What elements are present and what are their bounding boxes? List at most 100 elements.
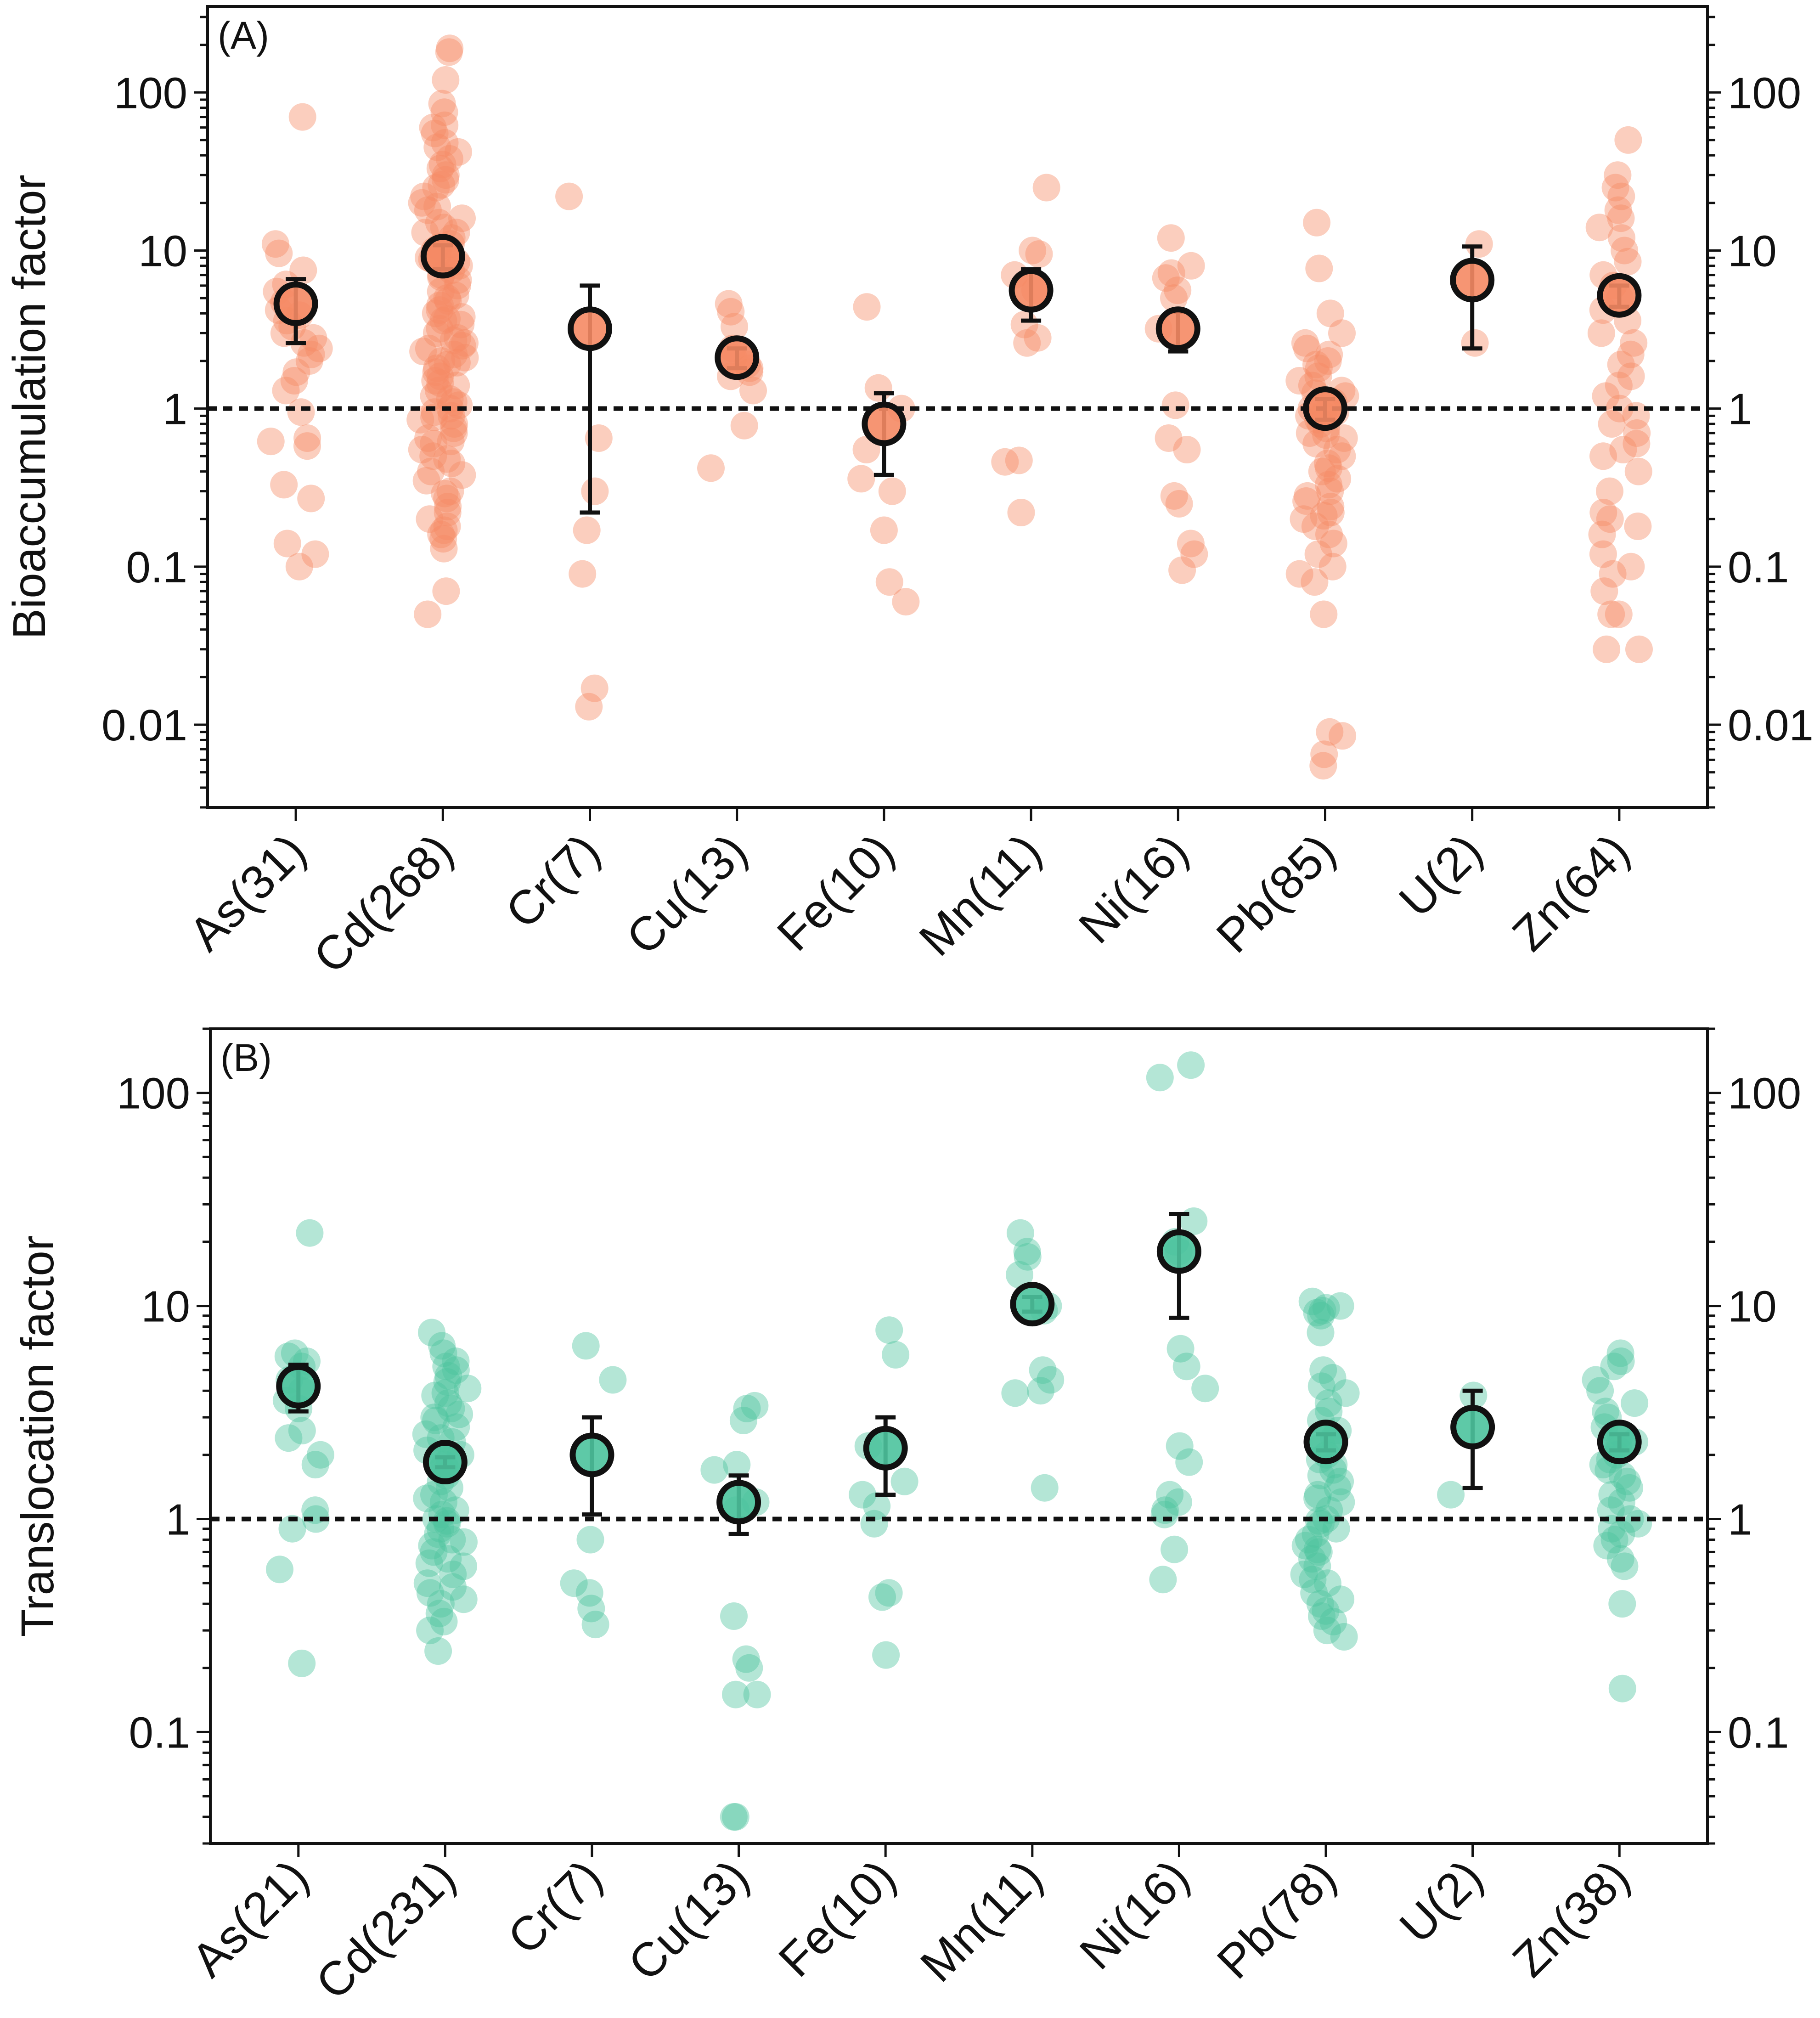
point-a-1-32 — [443, 271, 471, 299]
point-a-5-8 — [1005, 446, 1033, 474]
point-b-9-4 — [1586, 1377, 1614, 1405]
point-a-1-17 — [448, 204, 476, 232]
point-a-9-3 — [1607, 182, 1635, 210]
panel-a-y-axis-title: Bioaccumulation factor — [4, 175, 55, 639]
point-a-1-78 — [434, 493, 462, 520]
point-a-0-16 — [295, 347, 323, 375]
point-b-0-17 — [288, 1649, 316, 1677]
point-b-7-32 — [1291, 1532, 1319, 1560]
category-label-a-9: Zn(64) — [1503, 824, 1640, 961]
point-a-7-32 — [1316, 477, 1344, 505]
point-a-1-105 — [434, 499, 462, 526]
point-a-8-1 — [1461, 329, 1489, 357]
point-a-7-49 — [1309, 752, 1337, 780]
point-a-6-4 — [1164, 276, 1192, 304]
point-a-1-47 — [415, 334, 443, 362]
point-b-1-29 — [433, 1510, 461, 1538]
point-a-7-53 — [1315, 454, 1343, 482]
point-a-1-45 — [451, 329, 479, 357]
point-a-1-71 — [408, 436, 436, 463]
point-a-1-37 — [426, 296, 454, 324]
point-a-9-20 — [1605, 372, 1633, 400]
mean-b-2 — [569, 1432, 614, 1477]
point-b-1-24 — [420, 1481, 448, 1509]
point-a-1-77 — [433, 485, 461, 513]
point-a-5-6 — [1024, 324, 1052, 352]
point-b-5-6 — [1029, 1356, 1057, 1384]
point-a-3-2 — [721, 313, 748, 341]
point-a-0-17 — [282, 358, 310, 386]
point-a-4-6 — [870, 516, 898, 544]
point-a-9-17 — [1617, 340, 1645, 368]
point-b-1-11 — [445, 1400, 473, 1428]
point-a-1-70 — [420, 430, 448, 457]
point-a-6-12 — [1177, 530, 1205, 558]
ytick-label-right-b-3: 100 — [1728, 1069, 1801, 1118]
point-a-9-19 — [1617, 362, 1645, 390]
point-a-0-18 — [280, 367, 308, 395]
point-a-7-42 — [1319, 552, 1347, 581]
point-b-1-54 — [415, 1549, 443, 1577]
point-b-7-44 — [1313, 1617, 1341, 1645]
point-a-0-25 — [297, 485, 325, 513]
panel-a-plot-frame — [206, 5, 1709, 809]
point-a-4-0 — [853, 293, 881, 321]
point-a-9-24 — [1598, 410, 1626, 438]
point-a-7-36 — [1317, 499, 1345, 526]
point-a-9-21 — [1592, 382, 1620, 410]
ytick-label-right-b-2: 10 — [1728, 1282, 1777, 1331]
point-b-7-9 — [1307, 1372, 1335, 1400]
mean-b-0 — [276, 1364, 321, 1409]
panel-a-bioaccumulation-chart: 0.01 0.01 0.1 0.1 1 1 10 10 100 100 As(31)Cd(268) C… — [4, 5, 1814, 984]
point-b-9-1 — [1607, 1347, 1635, 1375]
point-a-6-7 — [1161, 391, 1189, 419]
point-b-7-29 — [1322, 1515, 1350, 1543]
point-a-6-5 — [1160, 284, 1188, 312]
point-b-1-12 — [422, 1407, 450, 1434]
point-a-1-48 — [409, 338, 437, 366]
point-a-9-33 — [1624, 513, 1652, 540]
point-b-1-13 — [442, 1413, 470, 1441]
point-b-7-11 — [1314, 1389, 1342, 1417]
mean-b-1 — [423, 1440, 468, 1485]
point-a-3-0 — [715, 290, 743, 318]
mean-a-1 — [420, 234, 465, 279]
point-b-3-7 — [720, 1602, 748, 1630]
point-b-2-2 — [576, 1526, 604, 1554]
point-a-7-43 — [1285, 560, 1313, 588]
mean-a-5 — [1009, 268, 1054, 313]
point-a-1-75 — [412, 467, 440, 495]
point-b-9-17 — [1608, 1461, 1636, 1489]
point-a-1-85 — [414, 600, 442, 628]
point-a-1-36 — [426, 291, 454, 319]
point-b-0-14 — [302, 1505, 330, 1533]
panel-b-translocation-chart: 0.1 0.1 1 1 10 10 100 100 As(21)Cd(231) Cr(7) Cu(1… — [12, 1027, 1801, 2010]
point-a-1-80 — [433, 513, 461, 540]
category-label-a-2: Cr(7) — [496, 824, 610, 938]
point-b-2-5 — [577, 1595, 605, 1623]
point-b-7-41 — [1312, 1597, 1340, 1625]
point-b-2-1 — [599, 1366, 627, 1394]
category-label-b-6: Ni(16) — [1070, 1850, 1199, 1979]
point-b-9-0 — [1606, 1339, 1634, 1367]
point-a-0-2 — [265, 239, 293, 267]
point-b-7-23 — [1324, 1474, 1352, 1502]
point-a-9-32 — [1596, 505, 1624, 533]
category-label-b-0: As(21) — [181, 1850, 319, 1987]
point-b-1-9 — [434, 1389, 462, 1417]
point-a-5-2 — [1025, 240, 1053, 268]
point-a-7-38 — [1301, 513, 1329, 540]
point-b-7-1 — [1326, 1292, 1354, 1320]
point-a-7-1 — [1305, 254, 1333, 282]
mean-b-6 — [1156, 1229, 1201, 1274]
point-b-3-8 — [732, 1645, 760, 1673]
point-b-7-5 — [1307, 1302, 1335, 1330]
point-b-4-3 — [890, 1467, 918, 1495]
point-b-7-35 — [1303, 1552, 1331, 1580]
point-b-0-15 — [278, 1515, 306, 1543]
point-a-0-26 — [273, 530, 301, 558]
point-b-6-7 — [1191, 1375, 1219, 1403]
point-a-7-26 — [1323, 436, 1351, 463]
point-a-1-76 — [436, 477, 464, 505]
point-b-3-2 — [729, 1407, 757, 1434]
